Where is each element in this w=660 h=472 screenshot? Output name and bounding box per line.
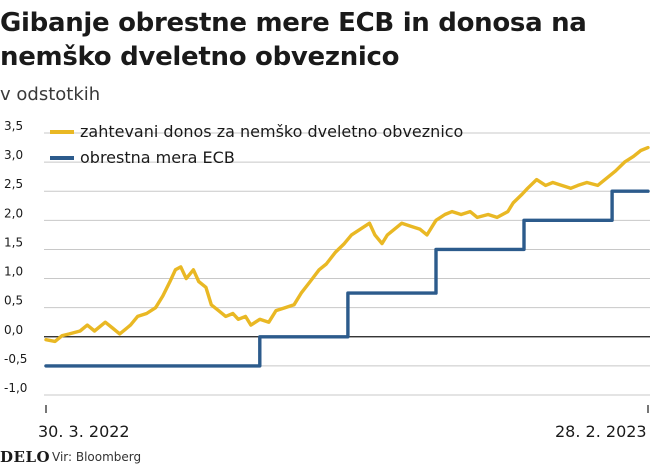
legend: zahtevani donos za nemško dveletno obvez…	[50, 122, 463, 167]
chart-title: Gibanje obrestne mere ECB in donosa na n…	[0, 8, 587, 72]
delo-logo: DELO	[0, 448, 51, 466]
x-tick-label: 30. 3. 2022	[38, 422, 130, 441]
y-tick-label: 0,0	[4, 323, 23, 337]
legend-label-ecb: obrestna mera ECB	[80, 148, 235, 167]
y-tick-label: 1,0	[4, 265, 23, 279]
chart-subtitle: v odstotkih	[0, 84, 101, 105]
y-tick-label: -0,5	[4, 352, 27, 366]
line-chart: -1,0 -0,5 0,0 0,5 1,0 1,5 2,0 2,5 3,0 3,5 30. 3. …	[4, 119, 650, 441]
series	[44, 145, 650, 368]
y-tick-label: 3,5	[4, 119, 23, 133]
y-tick-label: 3,0	[4, 148, 23, 162]
source-note: Vir: Bloomberg	[52, 450, 142, 464]
yield-series-line	[44, 145, 650, 344]
grid	[44, 132, 650, 396]
footer: DELO Vir: Bloomberg	[0, 446, 660, 472]
y-axis-ticks: -1,0 -0,5 0,0 0,5 1,0 1,5 2,0 2,5 3,0 3,5	[4, 119, 27, 395]
y-tick-label: -1,0	[4, 381, 27, 395]
legend-label-yield: zahtevani donos za nemško dveletno obvez…	[80, 122, 463, 141]
y-tick-label: 0,5	[4, 294, 23, 308]
ecb-rate-series-line	[44, 189, 650, 368]
y-tick-label: 2,0	[4, 206, 23, 220]
x-axis: 30. 3. 2022 28. 2. 2023	[38, 405, 649, 441]
x-tick-label: 28. 2. 2023	[555, 422, 647, 441]
y-tick-label: 2,5	[4, 177, 23, 191]
y-tick-label: 1,5	[4, 235, 23, 249]
